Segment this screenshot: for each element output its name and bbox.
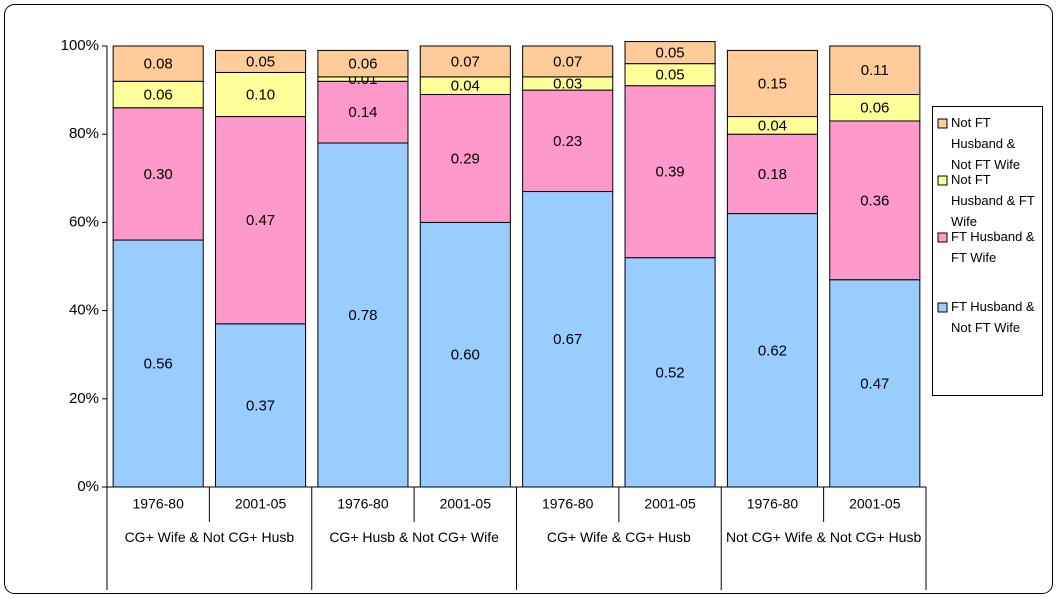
data-label: 0.05 <box>246 53 275 70</box>
bar-segment <box>522 45 614 78</box>
data-label: 0.39 <box>655 164 684 181</box>
data-label: 0.37 <box>246 397 275 414</box>
data-label: 0.78 <box>348 307 377 324</box>
data-label: 0.10 <box>246 86 275 103</box>
data-label: 0.29 <box>451 150 480 167</box>
bar-segment <box>624 257 716 488</box>
y-tick-label: 0% <box>77 478 99 495</box>
x-tick-label: 2001-05 <box>644 496 696 512</box>
data-label: 0.47 <box>246 212 275 229</box>
y-tick-label: 60% <box>69 213 99 230</box>
bar-segment <box>829 94 921 122</box>
legend-swatch <box>937 175 948 186</box>
bar-segment <box>419 221 511 488</box>
data-label: 0.07 <box>553 53 582 70</box>
data-label: 0.14 <box>348 104 377 121</box>
data-label: 0.60 <box>451 347 480 364</box>
bar-segment <box>112 45 204 82</box>
data-label: 0.30 <box>144 166 173 183</box>
legend-label: Not FT Husband & Not FT Wife <box>951 115 1021 172</box>
x-tick-label: 1976-80 <box>747 496 799 512</box>
y-tick-label: 20% <box>69 390 99 407</box>
data-label: 0.05 <box>655 45 684 62</box>
legend-swatch <box>937 118 948 129</box>
x-tick-label: 2001-05 <box>235 496 287 512</box>
data-label: 0.52 <box>655 364 684 381</box>
data-label: 0.06 <box>144 86 173 103</box>
bar-segment <box>112 80 204 109</box>
group-label: CG+ Wife & CG+ Husb <box>546 529 691 545</box>
data-label: 0.56 <box>144 355 173 372</box>
data-label: 0.03 <box>553 75 582 92</box>
data-label: 0.04 <box>451 78 480 95</box>
legend-label: FT Husband & FT Wife <box>951 229 1035 265</box>
data-label: 0.06 <box>860 100 889 117</box>
bar-segment <box>624 41 716 65</box>
x-tick-label: 1976-80 <box>337 496 389 512</box>
legend-label: FT Husband & Not FT Wife <box>951 299 1035 335</box>
bar-segment <box>112 107 204 241</box>
group-label: Not CG+ Wife & Not CG+ Husb <box>725 529 922 545</box>
bar-segment <box>829 279 921 488</box>
bar-segment <box>726 49 818 118</box>
bar-segment <box>215 323 307 488</box>
bar-segment <box>522 89 614 193</box>
bar-segment <box>215 71 307 118</box>
y-tick-label: 100% <box>61 37 99 54</box>
bar-segment <box>215 49 307 73</box>
data-label: 0.18 <box>758 166 787 183</box>
legend-label: Not FT Husband & FT Wife <box>951 172 1035 229</box>
y-tick-label: 80% <box>69 125 99 142</box>
legend-swatch <box>937 302 948 313</box>
group-label: CG+ Wife & Not CG+ Husb <box>124 529 295 545</box>
group-label: CG+ Husb & Not CG+ Wife <box>329 529 499 545</box>
x-tick-label: 1976-80 <box>542 496 594 512</box>
data-label: 0.15 <box>758 75 787 92</box>
legend-swatch <box>937 232 948 243</box>
x-tick-label: 1976-80 <box>132 496 184 512</box>
x-tick-label: 2001-05 <box>440 496 492 512</box>
data-label: 0.47 <box>860 375 889 392</box>
data-label: 0.04 <box>758 117 787 134</box>
data-label: 0.06 <box>348 56 377 73</box>
bar-segment <box>419 45 511 78</box>
y-tick-label: 40% <box>69 302 99 319</box>
bar-segment <box>522 191 614 488</box>
data-label: 0.62 <box>758 342 787 359</box>
bar-segment <box>829 45 921 96</box>
data-label: 0.07 <box>451 53 480 70</box>
bar-segment <box>726 133 818 215</box>
legend-box <box>932 106 1043 396</box>
data-label: 0.67 <box>553 331 582 348</box>
data-label: 0.23 <box>553 133 582 150</box>
data-label: 0.08 <box>144 56 173 73</box>
bar-segment <box>317 80 409 144</box>
data-label: 0.11 <box>861 62 889 79</box>
bar-segment <box>726 213 818 488</box>
x-tick-label: 2001-05 <box>849 496 901 512</box>
data-label: 0.36 <box>860 192 889 209</box>
bar-segment <box>317 49 409 78</box>
data-label: 0.05 <box>655 67 684 84</box>
